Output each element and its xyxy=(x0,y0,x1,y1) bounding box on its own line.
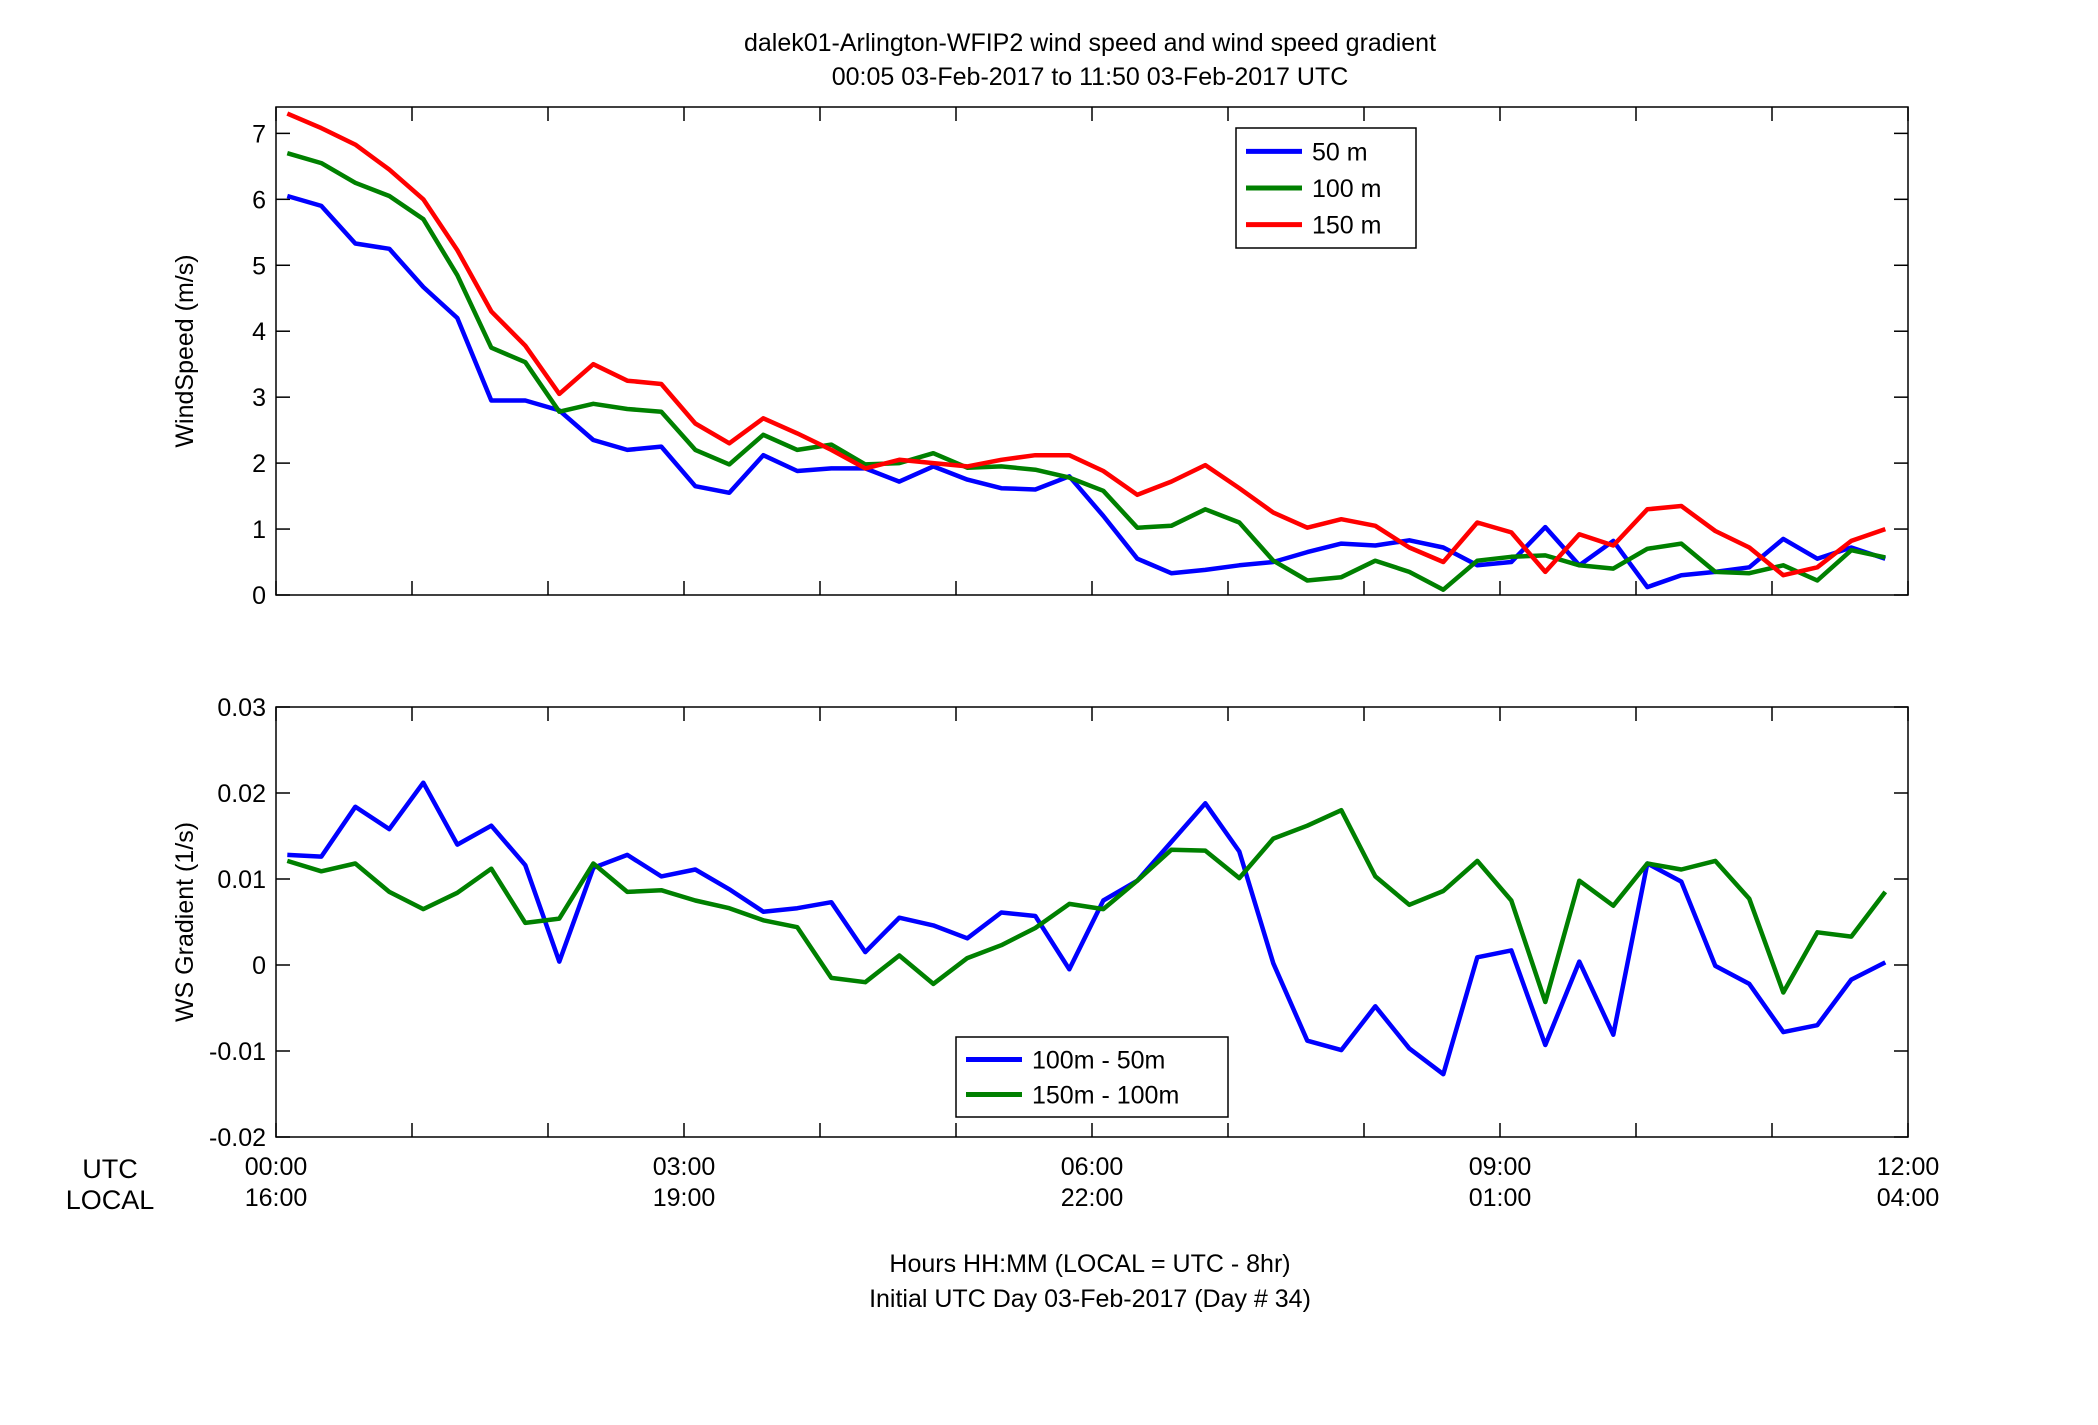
x-tick-label-utc: 09:00 xyxy=(1469,1153,1532,1181)
y-tick-label: 4 xyxy=(252,318,266,346)
local-row-label: LOCAL xyxy=(66,1185,155,1215)
x-tick-label-local: 19:00 xyxy=(653,1184,716,1212)
y-tick-label: 0 xyxy=(252,952,266,980)
x-axis-label-line2: Initial UTC Day 03-Feb-2017 (Day # 34) xyxy=(869,1285,1311,1313)
windspeed-y-axis-label: WindSpeed (m/s) xyxy=(171,254,199,447)
gradient-axes-frame xyxy=(275,706,1909,1138)
legend-entry: 150m - 100m xyxy=(1032,1082,1179,1110)
legend-box xyxy=(955,1036,1229,1118)
y-tick-label: 6 xyxy=(252,186,266,214)
series-line xyxy=(286,193,1887,590)
y-tick-label: 1 xyxy=(252,516,266,544)
windspeed-plot-area xyxy=(286,111,1887,592)
utc-row-label: UTC xyxy=(82,1154,138,1184)
windspeed-ticks: 0 1 2 3 4 5 6 7 xyxy=(252,107,1909,610)
y-tick-label: -0.02 xyxy=(209,1124,266,1152)
x-axis-label-line1: Hours HH:MM (LOCAL = UTC - 8hr) xyxy=(889,1250,1290,1278)
y-tick-label: 3 xyxy=(252,384,266,412)
gradient-ticks: -0.02 -0.01 0 0.01 0.02 0.03 xyxy=(209,694,1909,1152)
y-tick-label: 0.02 xyxy=(217,780,266,808)
y-tick-label: 5 xyxy=(252,252,266,280)
series-line xyxy=(286,151,1886,592)
y-tick-label: 0 xyxy=(252,582,266,610)
windspeed-legend: 50 m 100 m 150 m xyxy=(1235,127,1417,249)
legend-entry: 150 m xyxy=(1312,212,1381,240)
x-tick-label-local: 22:00 xyxy=(1061,1184,1124,1212)
series-line xyxy=(286,807,1888,1005)
windspeed-axes-frame xyxy=(275,106,1909,596)
x-tick-labels: 00:00 16:00 03:00 19:00 06:00 22:00 09:00 01:00… xyxy=(245,1153,1940,1212)
windspeed-panel: 0 1 2 3 4 5 6 7 WindSpeed (m/s) 50 m 100 m 150 m xyxy=(171,106,1909,610)
gradient-y-axis-label: WS Gradient (1/s) xyxy=(171,822,199,1022)
gradient-legend: 100m - 50m 150m - 100m xyxy=(955,1036,1229,1118)
figure-title-line2: 00:05 03-Feb-2017 to 11:50 03-Feb-2017 U… xyxy=(832,63,1349,91)
x-tick-label-local: 04:00 xyxy=(1877,1184,1940,1212)
series-line xyxy=(287,780,1887,1077)
gradient-panel: -0.02 -0.01 0 0.01 0.02 0.03 WS Gradient (1/s… xyxy=(171,694,1909,1152)
y-tick-label: -0.01 xyxy=(209,1038,266,1066)
x-tick-label-utc: 12:00 xyxy=(1877,1153,1940,1181)
x-tick-label-utc: 00:00 xyxy=(245,1153,308,1181)
x-tick-label-local: 16:00 xyxy=(245,1184,308,1212)
y-tick-label: 0.03 xyxy=(217,694,266,722)
gradient-plot-area xyxy=(286,780,1888,1077)
legend-entry: 100m - 50m xyxy=(1032,1047,1165,1075)
series-line xyxy=(286,111,1887,578)
y-tick-label: 7 xyxy=(252,120,266,148)
legend-entry: 100 m xyxy=(1312,175,1381,203)
y-tick-label: 2 xyxy=(252,450,266,478)
x-tick-label-utc: 06:00 xyxy=(1061,1153,1124,1181)
x-tick-label-local: 01:00 xyxy=(1469,1184,1532,1212)
x-tick-label-utc: 03:00 xyxy=(653,1153,716,1181)
figure-title-line1: dalek01-Arlington-WFIP2 wind speed and w… xyxy=(744,29,1436,57)
legend-entry: 50 m xyxy=(1312,138,1368,166)
y-tick-label: 0.01 xyxy=(217,866,266,894)
